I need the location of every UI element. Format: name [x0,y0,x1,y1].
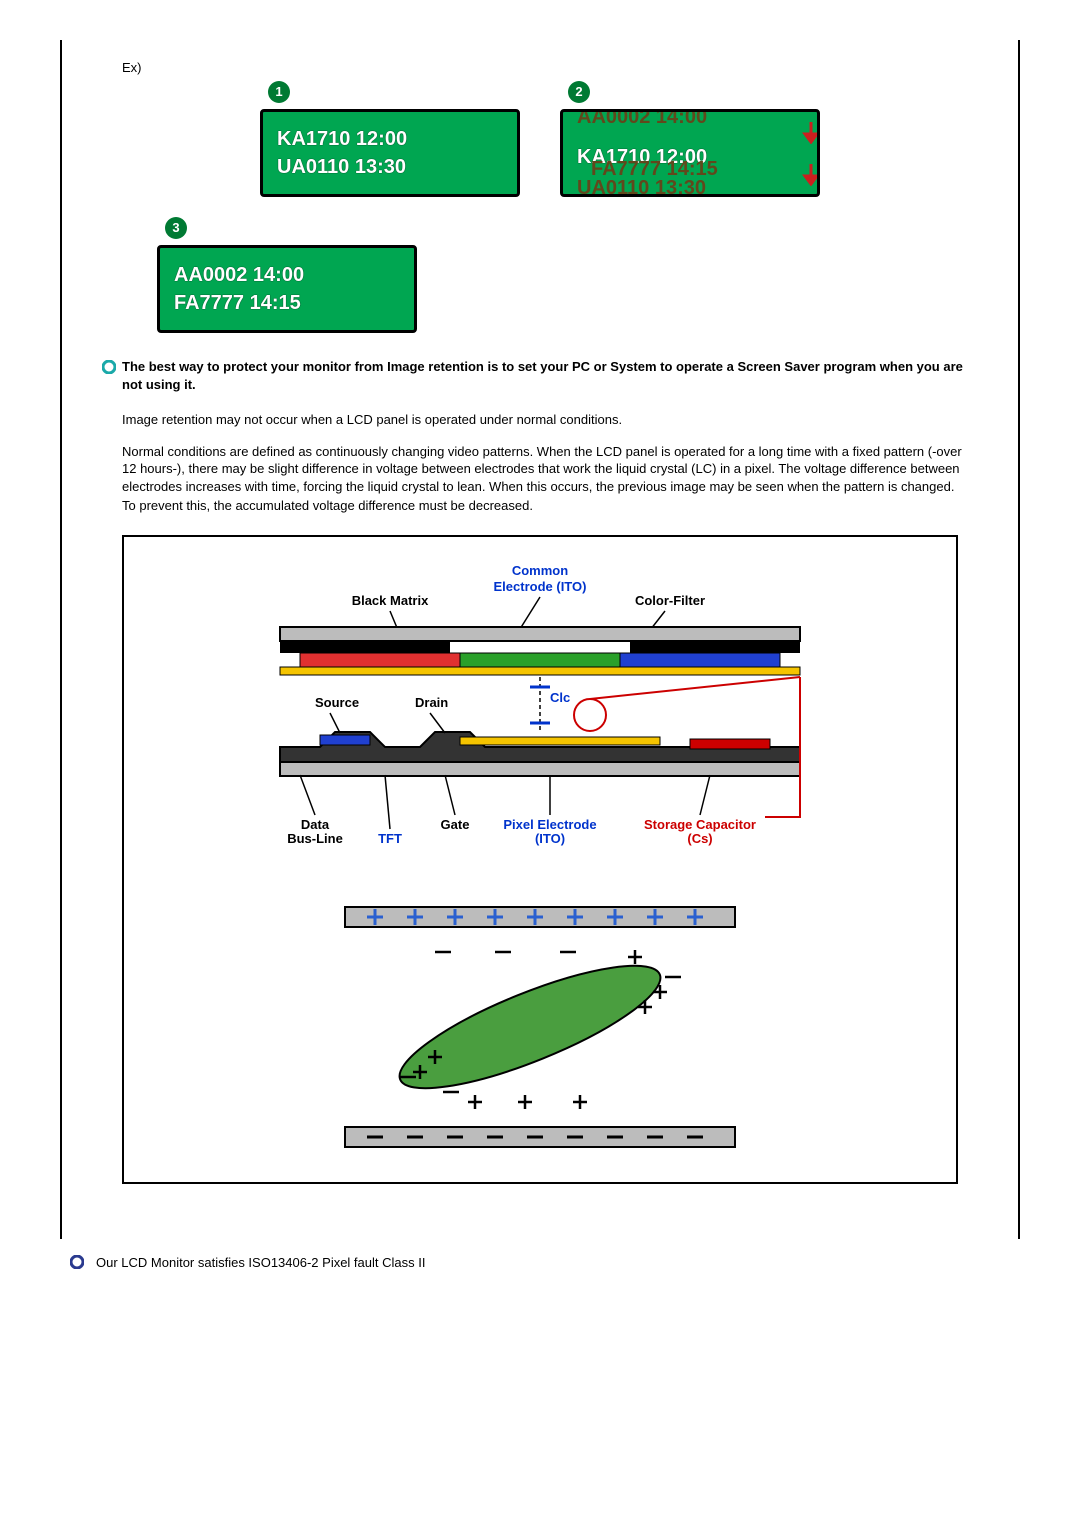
label-color-filter: Color-Filter [635,593,705,608]
label-data-busline-2: Bus-Line [287,831,343,846]
scroll-arrow-down-icon [799,162,820,186]
label-common-electrode-2: Electrode (ITO) [494,579,587,594]
example-1: 1 KA1710 12:00 UA0110 13:30 [260,81,520,197]
label-source: Source [315,695,359,710]
badge-3: 3 [165,217,187,239]
panel-1: KA1710 12:00 UA0110 13:30 [260,109,520,197]
para-2: Normal conditions are defined as continu… [122,443,968,496]
label-data-busline-1: Data [301,817,330,832]
label-common-electrode-1: Common [512,563,568,578]
label-storage-cap-2: (Cs) [687,831,712,846]
panel-2: AA0002 14:00 KA1710 12:00 FA7777 14:15 U… [560,109,820,197]
lcd-cross-section-diagram: Common Electrode (ITO) Black Matrix Colo… [260,557,820,857]
para-1: Image retention may not occur when a LCD… [122,411,968,429]
label-black-matrix: Black Matrix [352,593,429,608]
label-gate: Gate [441,817,470,832]
example-label: Ex) [122,60,988,75]
panel1-line2: UA0110 13:30 [277,153,503,181]
label-storage-cap-1: Storage Capacitor [644,817,756,832]
section-screen-saver: The best way to protect your monitor fro… [92,358,988,393]
inner-plus-bottom [468,1095,587,1109]
label-clc: Clc [550,690,570,705]
example-2: 2 AA0002 14:00 KA1710 12:00 FA7777 14:15… [560,81,820,197]
label-pixel-electrode-1: Pixel Electrode [503,817,596,832]
panel2-ghost-bot: UA0110 13:30 [577,177,706,197]
scroll-arrow-up-icon [799,120,820,144]
panel-3: AA0002 14:00 FA7777 14:15 [157,245,417,333]
panel3-line1: AA0002 14:00 [174,261,400,289]
example-3: 3 AA0002 14:00 FA7777 14:15 [157,217,417,333]
badge-1: 1 [268,81,290,103]
page-frame: Ex) 1 KA1710 12:00 UA0110 13:30 2 AA0002… [60,40,1020,1239]
section-title: The best way to protect your monitor fro… [122,358,978,393]
bullet-icon [102,358,122,393]
label-tft: TFT [378,831,402,846]
examples-row-bottom: 3 AA0002 14:00 FA7777 14:15 [157,217,988,333]
para-3: To prevent this, the accumulated voltage… [122,497,968,515]
label-drain: Drain [415,695,448,710]
lc-cell-diagram [325,897,755,1157]
lcd-diagram-box: Common Electrode (ITO) Black Matrix Colo… [122,535,958,1184]
inner-plus-top-right [628,950,642,964]
footer-bullet-icon [70,1253,96,1272]
label-pixel-electrode-2: (ITO) [535,831,565,846]
badge-2: 2 [568,81,590,103]
panel3-line2: FA7777 14:15 [174,289,400,317]
footer-row: Our LCD Monitor satisfies ISO13406-2 Pix… [70,1253,1010,1272]
examples-row-top: 1 KA1710 12:00 UA0110 13:30 2 AA0002 14:… [92,81,988,197]
lc-molecule-icon [387,943,672,1111]
panel1-line1: KA1710 12:00 [277,125,503,153]
footer-text: Our LCD Monitor satisfies ISO13406-2 Pix… [96,1255,425,1270]
